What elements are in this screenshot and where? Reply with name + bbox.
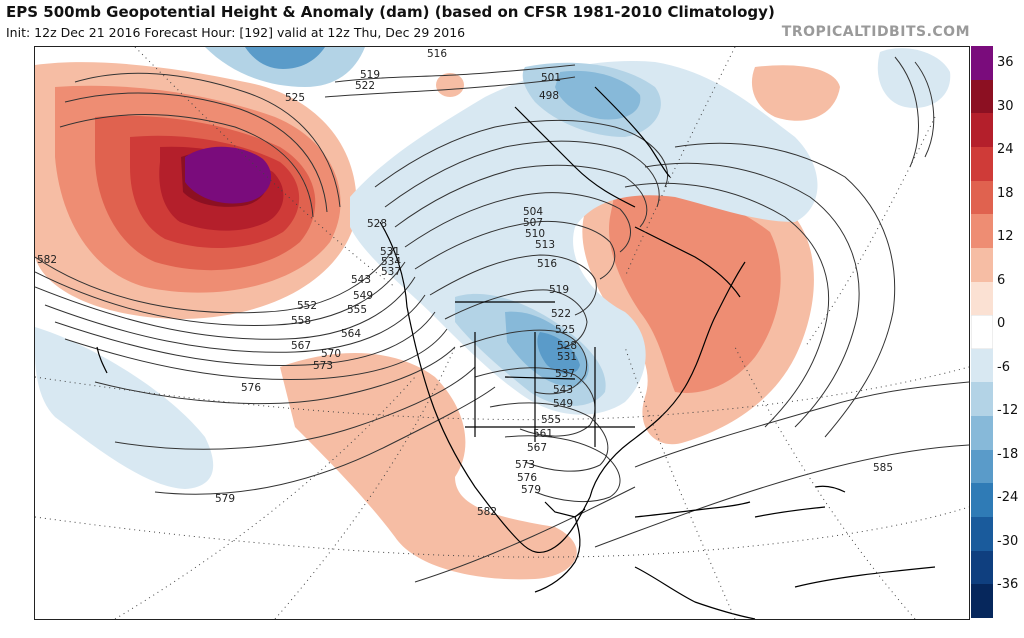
site-credit: TROPICALTIDBITS.COM xyxy=(781,24,970,40)
contour-label: 576 xyxy=(517,472,537,484)
contour-label: 555 xyxy=(347,304,367,316)
contour-label: 570 xyxy=(321,348,341,360)
contour-label: 531 xyxy=(557,351,577,363)
contour-label: 543 xyxy=(553,384,573,396)
contour-label: 519 xyxy=(549,284,569,296)
height-contours xyxy=(35,56,969,583)
coastlines xyxy=(96,86,936,619)
contour-label: 498 xyxy=(539,90,559,102)
colorbar-tick-label: -18 xyxy=(997,446,1019,462)
colorbar-tick-label: -6 xyxy=(997,359,1010,375)
colorbar-tick-label: 6 xyxy=(997,272,1006,288)
contour-label: 567 xyxy=(291,340,311,352)
contour-label: 543 xyxy=(351,274,371,286)
contour-label: 501 xyxy=(541,72,561,84)
contour-label: 528 xyxy=(367,218,387,230)
colorbar-tick-label: -12 xyxy=(997,403,1019,418)
colorbar-tick-label: 36 xyxy=(997,55,1014,70)
colorbar-tick-label: -36 xyxy=(997,577,1019,592)
contour-label: 525 xyxy=(285,92,305,104)
colorbar-swatch xyxy=(971,315,993,350)
contour-label: 537 xyxy=(381,266,401,278)
colorbar-tick-label: -24 xyxy=(997,490,1019,505)
contour-label: 549 xyxy=(553,398,573,410)
colorbar-swatch xyxy=(971,382,993,417)
colorbar-swatch xyxy=(971,348,993,383)
contour-label: 528 xyxy=(557,340,577,352)
contour-label: 555 xyxy=(541,414,561,426)
colorbar-swatch xyxy=(971,517,993,552)
colorbar-tick-label: 30 xyxy=(997,98,1014,114)
colorbar-swatch xyxy=(971,146,993,182)
chart-subtitle: Init: 12z Dec 21 2016 Forecast Hour: [19… xyxy=(6,25,466,40)
contour-label: 534 xyxy=(381,256,401,268)
contour-label: 522 xyxy=(355,80,375,92)
colorbar-swatch xyxy=(971,79,993,114)
colorbar: 36 30 24 18 12 6 0 -6 -12 -18 -24 -30 -36 xyxy=(971,46,1019,619)
contour-label: 522 xyxy=(551,308,571,320)
colorbar-swatch xyxy=(971,550,993,585)
contour-label: 510 xyxy=(525,228,545,240)
contour-label: 531 xyxy=(380,246,400,258)
colorbar-swatch xyxy=(971,584,993,619)
contour-label: 567 xyxy=(527,442,547,454)
contour-label: 519 xyxy=(360,69,380,81)
colorbar-tick-label: 18 xyxy=(997,185,1014,201)
contour-label: 576 xyxy=(241,382,261,394)
contour-label: 504 xyxy=(523,206,543,218)
colorbar-tick-label: 12 xyxy=(997,229,1014,244)
negative-anomaly-shading xyxy=(35,47,951,489)
contour-label: 561 xyxy=(533,428,553,440)
colorbar-tick-label: 24 xyxy=(997,142,1014,157)
colorbar-swatch xyxy=(971,113,993,148)
colorbar-tick-label: 0 xyxy=(997,316,1006,331)
contour-label: 585 xyxy=(873,462,893,474)
colorbar-swatch xyxy=(971,449,993,484)
contour-label: 516 xyxy=(537,258,557,270)
contour-label: 549 xyxy=(353,290,373,302)
map-panel: 516 519 522 525 528 531 534 537 543 549 … xyxy=(34,46,970,620)
contour-label: 537 xyxy=(555,368,575,380)
contour-label: 507 xyxy=(523,217,543,229)
contour-label: 582 xyxy=(37,254,57,266)
contour-label: 579 xyxy=(215,493,235,505)
chart-title: EPS 500mb Geopotential Height & Anomaly … xyxy=(6,3,775,21)
contour-label: 525 xyxy=(555,324,575,336)
contour-label: 579 xyxy=(521,484,541,496)
colorbar-swatch xyxy=(971,214,993,249)
colorbar-tick-label: -30 xyxy=(997,533,1019,549)
colorbar-swatch xyxy=(971,483,993,518)
contour-label: 573 xyxy=(515,459,535,471)
contour-label: 552 xyxy=(297,300,317,312)
colorbar-swatch xyxy=(971,281,993,316)
colorbar-swatch xyxy=(971,180,993,215)
contour-label: 558 xyxy=(291,315,311,327)
contour-label: 573 xyxy=(313,360,333,372)
colorbar-swatch xyxy=(971,247,993,283)
contour-labels: 516 519 522 525 528 531 534 537 543 549 … xyxy=(37,48,893,518)
contour-label: 582 xyxy=(477,506,497,518)
graticule xyxy=(35,47,969,619)
colorbar-swatch xyxy=(971,46,993,81)
contour-label: 516 xyxy=(427,48,447,60)
colorbar-swatch xyxy=(971,416,993,451)
contour-label: 564 xyxy=(341,328,361,340)
contour-label: 513 xyxy=(535,239,555,251)
